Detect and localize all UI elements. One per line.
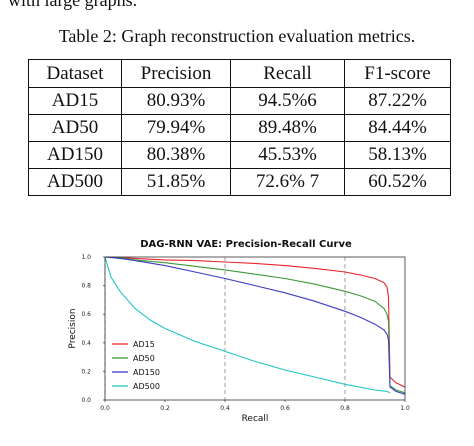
table-cell: 58.13%: [344, 141, 451, 169]
table-cell: AD500: [28, 168, 122, 196]
y-tick-label: 0.0: [81, 397, 91, 404]
table-row: AD500 51.85% 72.6% 7 60.52%: [28, 168, 451, 196]
x-tick-label: 0.8: [340, 405, 350, 412]
pr-curve-figure: DAG-RNN VAE: Precision-Recall Curve 0.0 0…: [60, 236, 416, 446]
table-row: AD50 79.94% 89.48% 84.44%: [28, 114, 451, 142]
series-line-ad150: [104, 256, 406, 395]
table-cell: AD150: [28, 141, 122, 169]
series-line-ad500: [104, 256, 391, 394]
table-cell: 80.38%: [121, 141, 231, 169]
table-cell: 72.6% 7: [230, 168, 345, 196]
x-tick-label: 0.4: [220, 405, 230, 412]
table-cell: 84.44%: [344, 114, 451, 142]
table-cell: 94.5%6: [230, 87, 345, 115]
legend-label: AD150: [133, 368, 160, 377]
table-cell: 60.52%: [344, 168, 451, 196]
y-axis-label: Precision: [68, 308, 78, 348]
chart-title: DAG-RNN VAE: Precision-Recall Curve: [140, 239, 352, 250]
y-tick-label: 0.6: [81, 311, 91, 318]
column-header-f1-score: F1-score: [344, 59, 451, 88]
table-cell: 51.85%: [121, 168, 231, 196]
series-line-ad50: [104, 256, 406, 394]
y-tick-label: 0.2: [81, 368, 91, 375]
plot-area: [104, 256, 406, 401]
table-cell: 89.48%: [230, 114, 345, 142]
column-header-precision: Precision: [121, 59, 231, 88]
x-tick-label: 0.0: [100, 405, 110, 412]
table-cell: 80.93%: [121, 87, 231, 115]
legend-label: AD50: [133, 354, 155, 363]
table-row: AD150 80.38% 45.53% 58.13%: [28, 141, 451, 169]
y-tick-label: 0.4: [81, 340, 91, 347]
table-cell: AD15: [28, 87, 122, 115]
x-tick-label: 0.2: [160, 405, 170, 412]
column-header-recall: Recall: [230, 59, 345, 88]
column-header-dataset: Dataset: [28, 59, 122, 88]
legend-label: AD500: [133, 382, 160, 391]
table-cell: AD50: [28, 114, 122, 142]
x-axis-label: Recall: [242, 414, 269, 424]
series-line-ad15: [104, 256, 406, 388]
table-cell: 45.53%: [230, 141, 345, 169]
y-tick-label: 1.0: [81, 254, 91, 261]
table-header-row: Dataset Precision Recall F1-score: [28, 59, 451, 88]
metrics-table: Dataset Precision Recall F1-score AD15 8…: [28, 59, 451, 196]
table-row: AD15 80.93% 94.5%6 87.22%: [28, 87, 451, 115]
table-cell: 87.22%: [344, 87, 451, 115]
preceding-text: with large graphs.: [8, 0, 138, 10]
chart-legend: AD15 AD50 AD150 AD500: [112, 340, 160, 391]
x-tick-label: 1.0: [400, 405, 410, 412]
y-tick-label: 0.8: [81, 283, 91, 290]
x-tick-label: 0.6: [280, 405, 290, 412]
table-caption: Table 2: Graph reconstruction evaluation…: [58, 26, 416, 46]
table-cell: 79.94%: [121, 114, 231, 142]
pr-curve-chart: DAG-RNN VAE: Precision-Recall Curve 0.0 0…: [68, 239, 410, 424]
legend-label: AD15: [133, 340, 155, 349]
